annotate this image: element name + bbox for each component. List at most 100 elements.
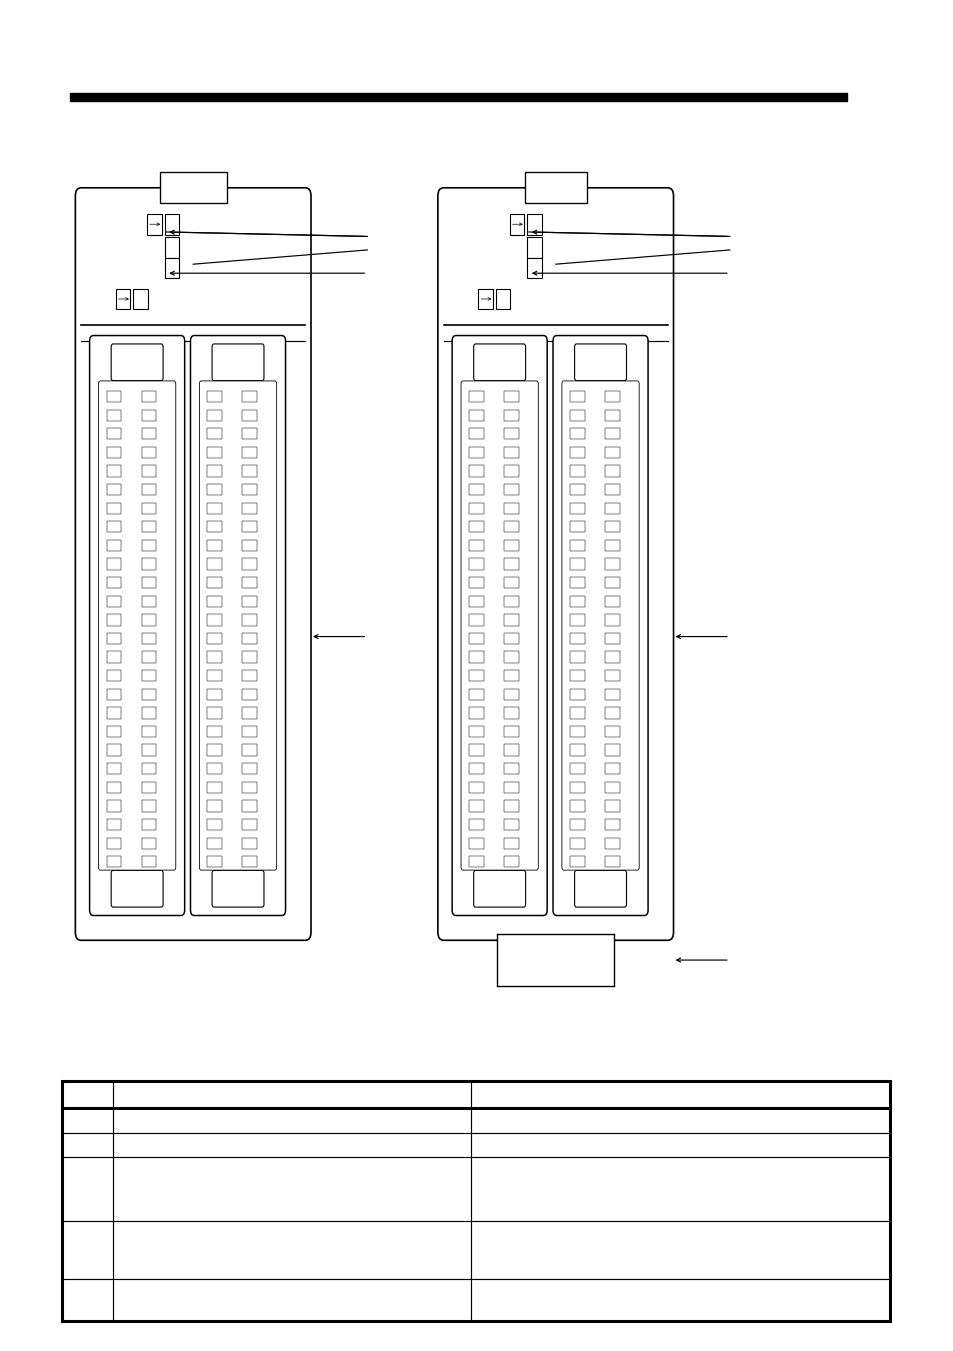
Bar [242,857,257,867]
Bar [569,540,584,551]
Bar [107,484,121,496]
Bar [242,447,257,458]
Bar [141,725,156,738]
Bar [107,689,121,700]
Bar [503,521,518,532]
Bar [242,651,257,663]
FancyBboxPatch shape [191,335,285,916]
Bar [569,689,584,700]
Bar [141,428,156,439]
Bar [107,670,121,681]
FancyBboxPatch shape [574,870,626,907]
Bar [207,632,222,644]
Bar [141,409,156,422]
Bar [107,465,121,477]
FancyBboxPatch shape [199,381,276,870]
Bar [569,632,584,644]
Bar [604,409,619,422]
Bar [469,651,483,663]
Bar [141,708,156,719]
Bar [569,819,584,831]
Bar [503,577,518,588]
Bar [141,558,156,570]
Bar [604,465,619,477]
Bar [604,689,619,700]
Bar [141,615,156,626]
Bar [242,558,257,570]
Bar [207,577,222,588]
Bar [165,213,179,235]
Bar [469,782,483,793]
Bar [107,409,121,422]
Bar [604,782,619,793]
Bar [569,857,584,867]
Bar [469,503,483,513]
Bar [503,651,518,663]
Bar [207,428,222,439]
Bar [604,857,619,867]
Bar [107,857,121,867]
Bar [107,447,121,458]
Bar [569,465,584,477]
Bar [604,577,619,588]
Bar [469,596,483,607]
Bar [207,409,222,422]
Bar [242,390,257,403]
Bar [207,596,222,607]
Bar [107,428,121,439]
Bar [503,465,518,477]
Bar [503,484,518,496]
Bar [604,615,619,626]
Bar [242,708,257,719]
Bar [207,857,222,867]
Bar [604,521,619,532]
Bar [141,540,156,551]
Bar [503,725,518,738]
Bar [207,744,222,755]
Bar [141,651,156,663]
Bar [141,632,156,644]
Bar [503,800,518,812]
Bar [107,651,121,663]
Bar [165,258,179,278]
Bar [107,725,121,738]
Bar [509,213,524,235]
FancyBboxPatch shape [553,335,647,916]
Bar [604,763,619,774]
Bar [604,838,619,848]
Bar [569,484,584,496]
FancyBboxPatch shape [75,188,311,940]
Bar [469,540,483,551]
Bar [141,744,156,755]
FancyBboxPatch shape [561,381,639,870]
Bar [207,800,222,812]
Bar [569,782,584,793]
Bar [604,596,619,607]
Bar [107,708,121,719]
Bar [207,484,222,496]
Bar [469,465,483,477]
Bar [569,558,584,570]
Bar [604,651,619,663]
Bar [469,838,483,848]
Bar [569,596,584,607]
Bar [503,503,518,513]
Bar [503,540,518,551]
Bar [107,540,121,551]
Bar [503,689,518,700]
Bar [469,632,483,644]
Bar [569,428,584,439]
Bar [469,819,483,831]
Bar [107,503,121,513]
Bar [207,540,222,551]
Bar [242,428,257,439]
Bar [604,390,619,403]
Bar [496,289,510,309]
Bar [524,172,586,203]
Bar [107,596,121,607]
Bar [503,428,518,439]
Bar [469,857,483,867]
Bar [207,838,222,848]
Bar [207,708,222,719]
Bar [604,428,619,439]
